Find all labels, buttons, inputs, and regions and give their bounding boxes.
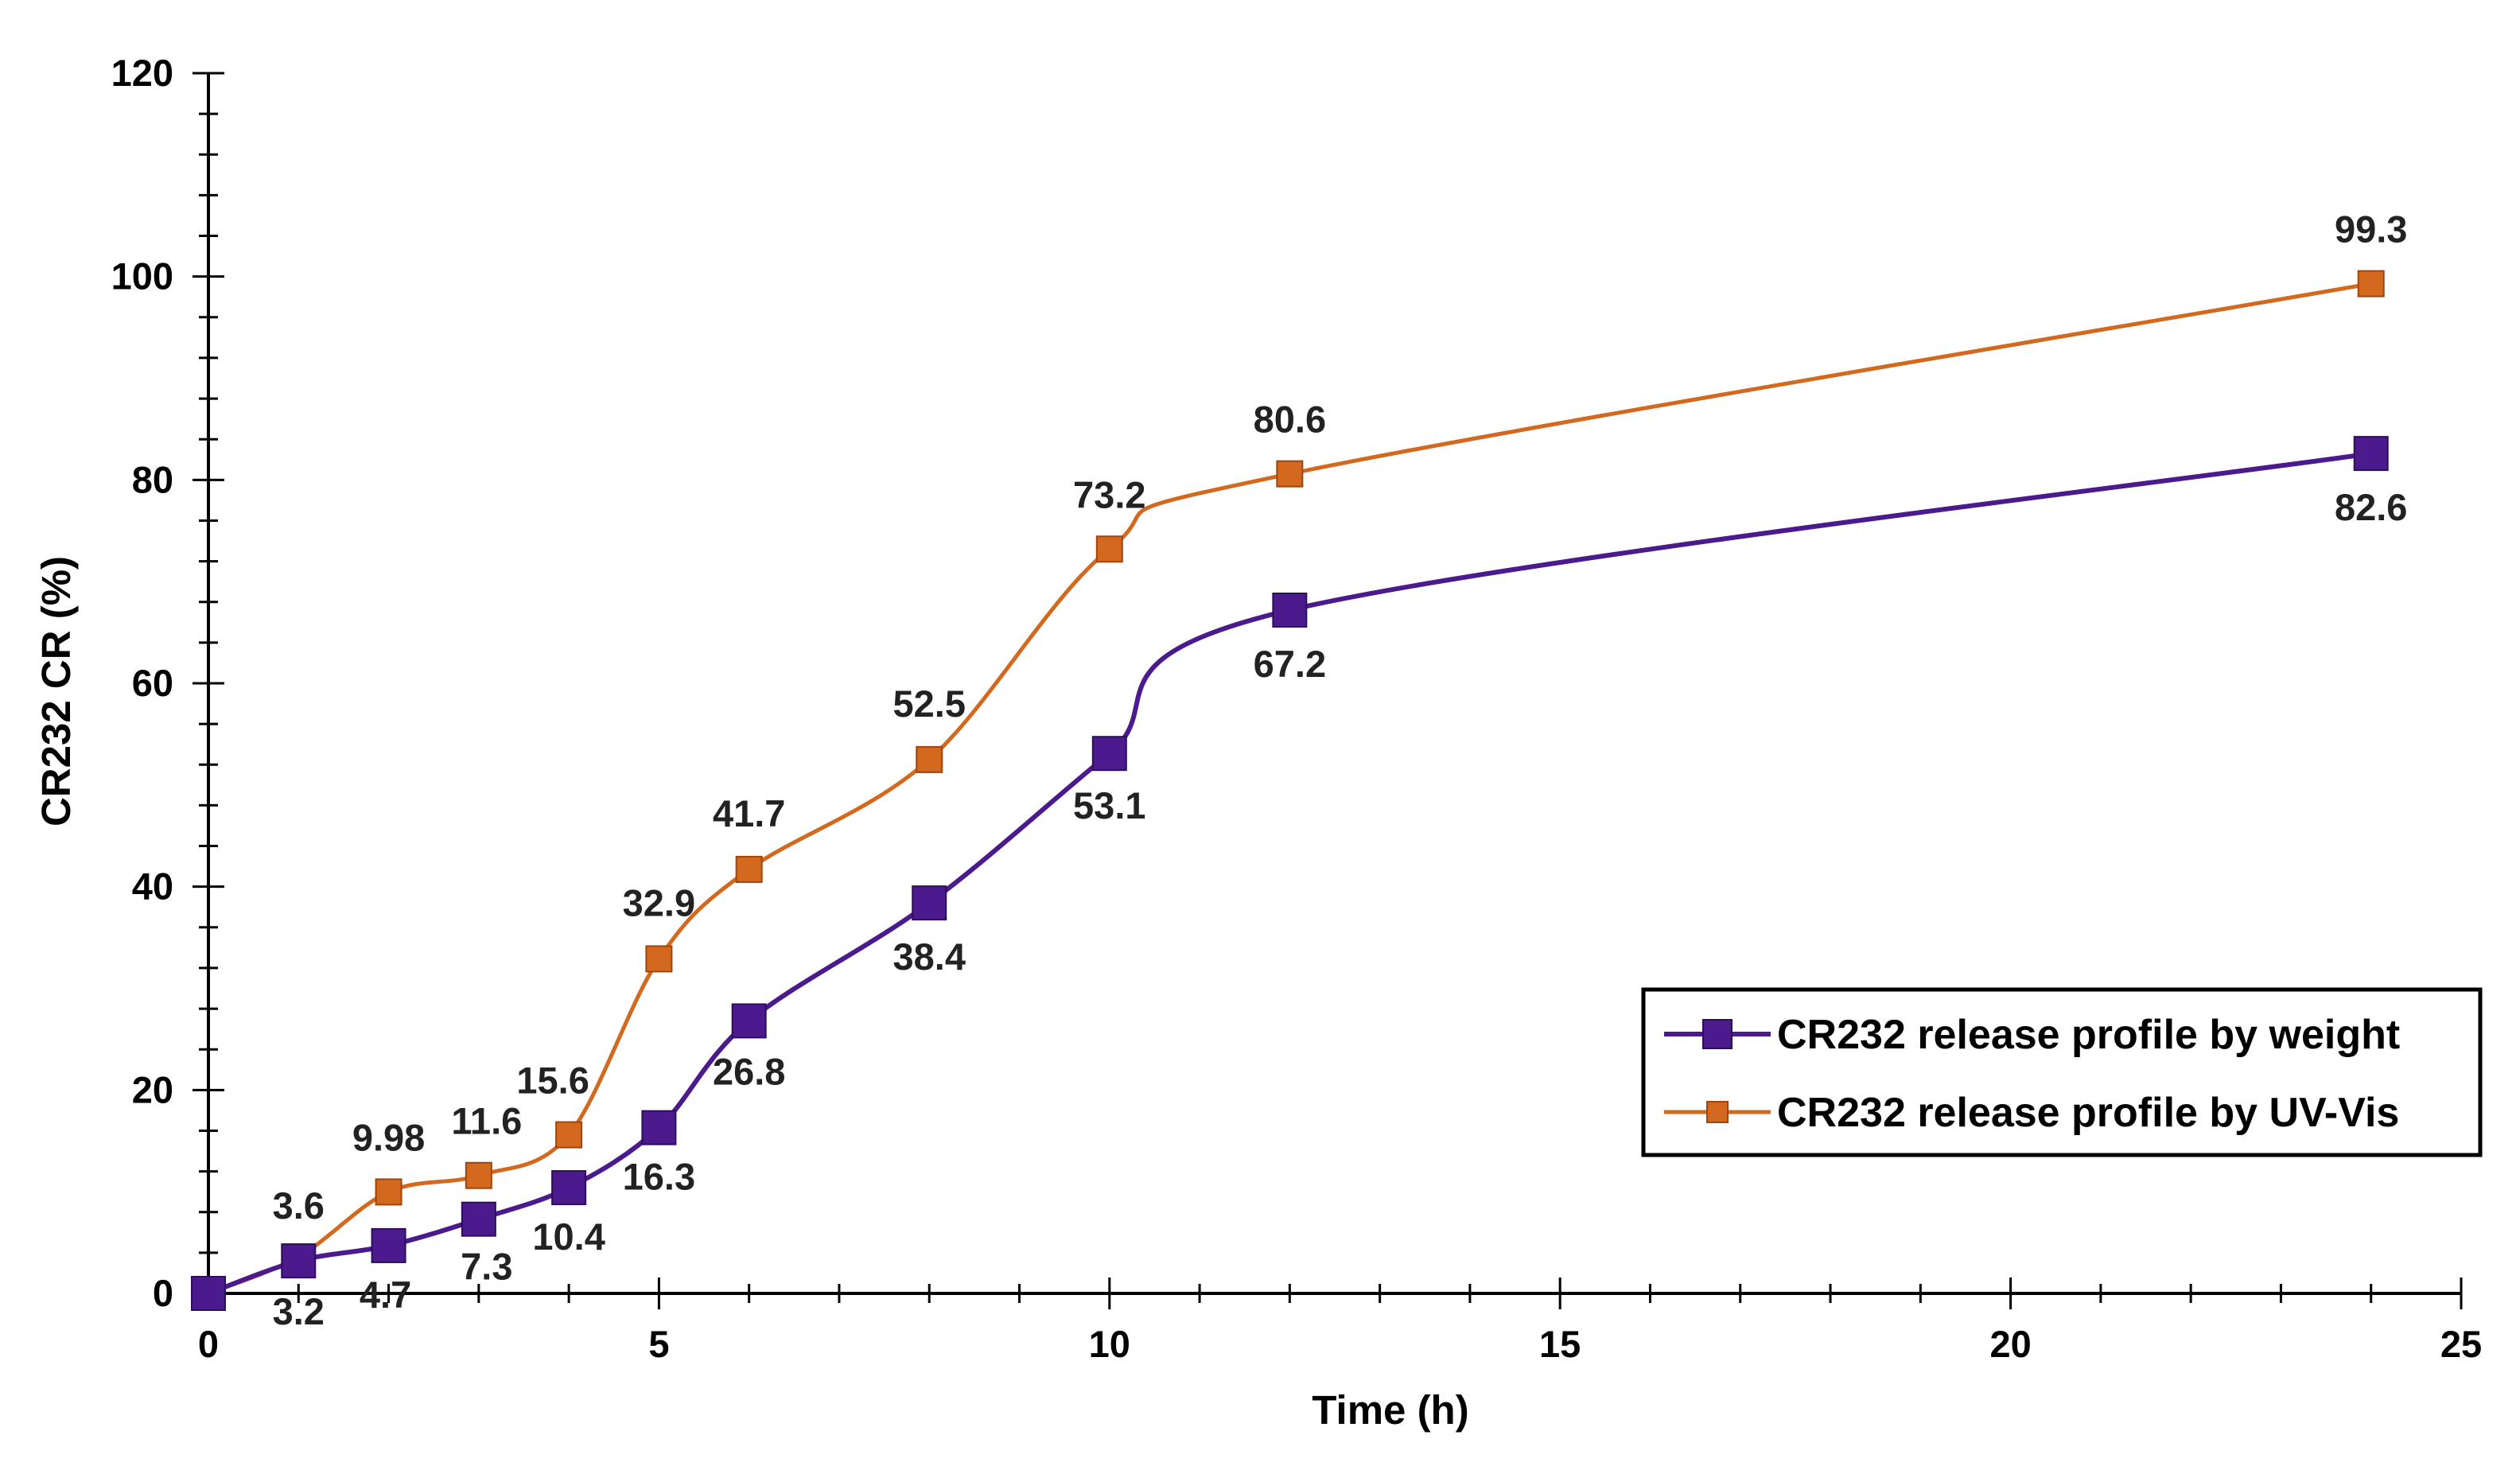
data-point	[375, 1178, 402, 1206]
data-label: 15.6	[516, 1060, 589, 1102]
data-point	[465, 1161, 492, 1189]
x-tick-label: 15	[1539, 1323, 1581, 1365]
data-label: 26.8	[713, 1050, 785, 1092]
data-label: 73.2	[1073, 473, 1145, 515]
data-point	[1272, 592, 1308, 628]
data-label: 82.6	[2335, 486, 2407, 528]
data-label: 3.2	[273, 1290, 325, 1332]
data-label: 32.9	[623, 881, 695, 924]
data-point	[191, 1276, 226, 1311]
legend-marker	[1706, 1101, 1729, 1123]
legend-item: CR232 release profile by weight	[1664, 1012, 2400, 1058]
data-point	[1095, 535, 1123, 563]
data-label: 53.1	[1073, 784, 1145, 826]
data-label: 16.3	[623, 1156, 695, 1198]
y-tick-label: 0	[153, 1272, 173, 1314]
x-tick-label: 10	[1089, 1323, 1130, 1365]
y-tick-label: 60	[132, 662, 173, 704]
data-point	[371, 1227, 406, 1263]
data-label: 7.3	[461, 1246, 512, 1288]
data-label: 11.6	[451, 1100, 522, 1142]
data-point	[555, 1121, 583, 1149]
y-axis-title: CR232 CR (%)	[33, 556, 79, 826]
data-point	[912, 885, 947, 921]
data-point	[645, 945, 673, 973]
x-axis-title: Time (h)	[1312, 1387, 1468, 1433]
legend-label: CR232 release profile by UV-Vis	[1777, 1090, 2399, 1136]
data-point	[551, 1170, 587, 1206]
series-weight	[191, 436, 2389, 1311]
data-label: 10.4	[532, 1215, 605, 1258]
data-point	[461, 1201, 496, 1237]
legend-marker	[1702, 1019, 1732, 1049]
legend-box	[1641, 987, 2483, 1157]
series-layer	[191, 270, 2389, 1311]
data-point	[731, 1003, 767, 1039]
data-label: 38.4	[892, 935, 965, 978]
data-point	[281, 1243, 317, 1279]
data-label: 52.5	[892, 682, 965, 725]
y-tick-label: 40	[132, 865, 173, 908]
data-label: 3.6	[273, 1184, 325, 1227]
series-line	[207, 451, 2372, 1296]
series-line	[208, 282, 2372, 1296]
legend: CR232 release profile by weight CR232 rel…	[1641, 987, 2483, 1157]
data-point	[2357, 270, 2385, 298]
x-tick-label: 5	[648, 1323, 669, 1365]
data-point	[1091, 736, 1127, 772]
data-point	[735, 855, 763, 883]
data-point	[1276, 460, 1304, 488]
data-point	[2353, 436, 2389, 472]
data-label: 9.98	[352, 1116, 425, 1158]
x-tick-label: 25	[2440, 1323, 2482, 1365]
axes: 0 20 40 60 80 100 120 0 5 10 15 20 25	[111, 52, 2483, 1365]
y-tick-label: 120	[111, 52, 173, 94]
x-tick-label: 0	[198, 1323, 219, 1365]
data-point	[916, 745, 943, 773]
x-tick-label: 20	[1989, 1323, 2031, 1365]
data-label: 99.3	[2335, 208, 2407, 251]
y-tick-label: 80	[132, 458, 173, 500]
y-tick-label: 100	[111, 255, 173, 298]
data-label: 80.6	[1254, 399, 1326, 441]
legend-item: CR232 release profile by UV-Vis	[1664, 1090, 2399, 1136]
series-uv-vis	[195, 270, 2385, 1307]
data-labels: 3.2 4.7 7.3 10.4 16.3 26.8 38.4 53.1 67.2 82.6 3.6…	[273, 208, 2408, 1332]
data-label: 4.7	[360, 1274, 411, 1316]
data-label: 67.2	[1254, 643, 1326, 685]
data-label: 41.7	[713, 792, 785, 834]
data-point	[641, 1110, 677, 1145]
legend-label: CR232 release profile by weight	[1777, 1012, 2400, 1058]
y-tick-label: 20	[132, 1068, 173, 1110]
